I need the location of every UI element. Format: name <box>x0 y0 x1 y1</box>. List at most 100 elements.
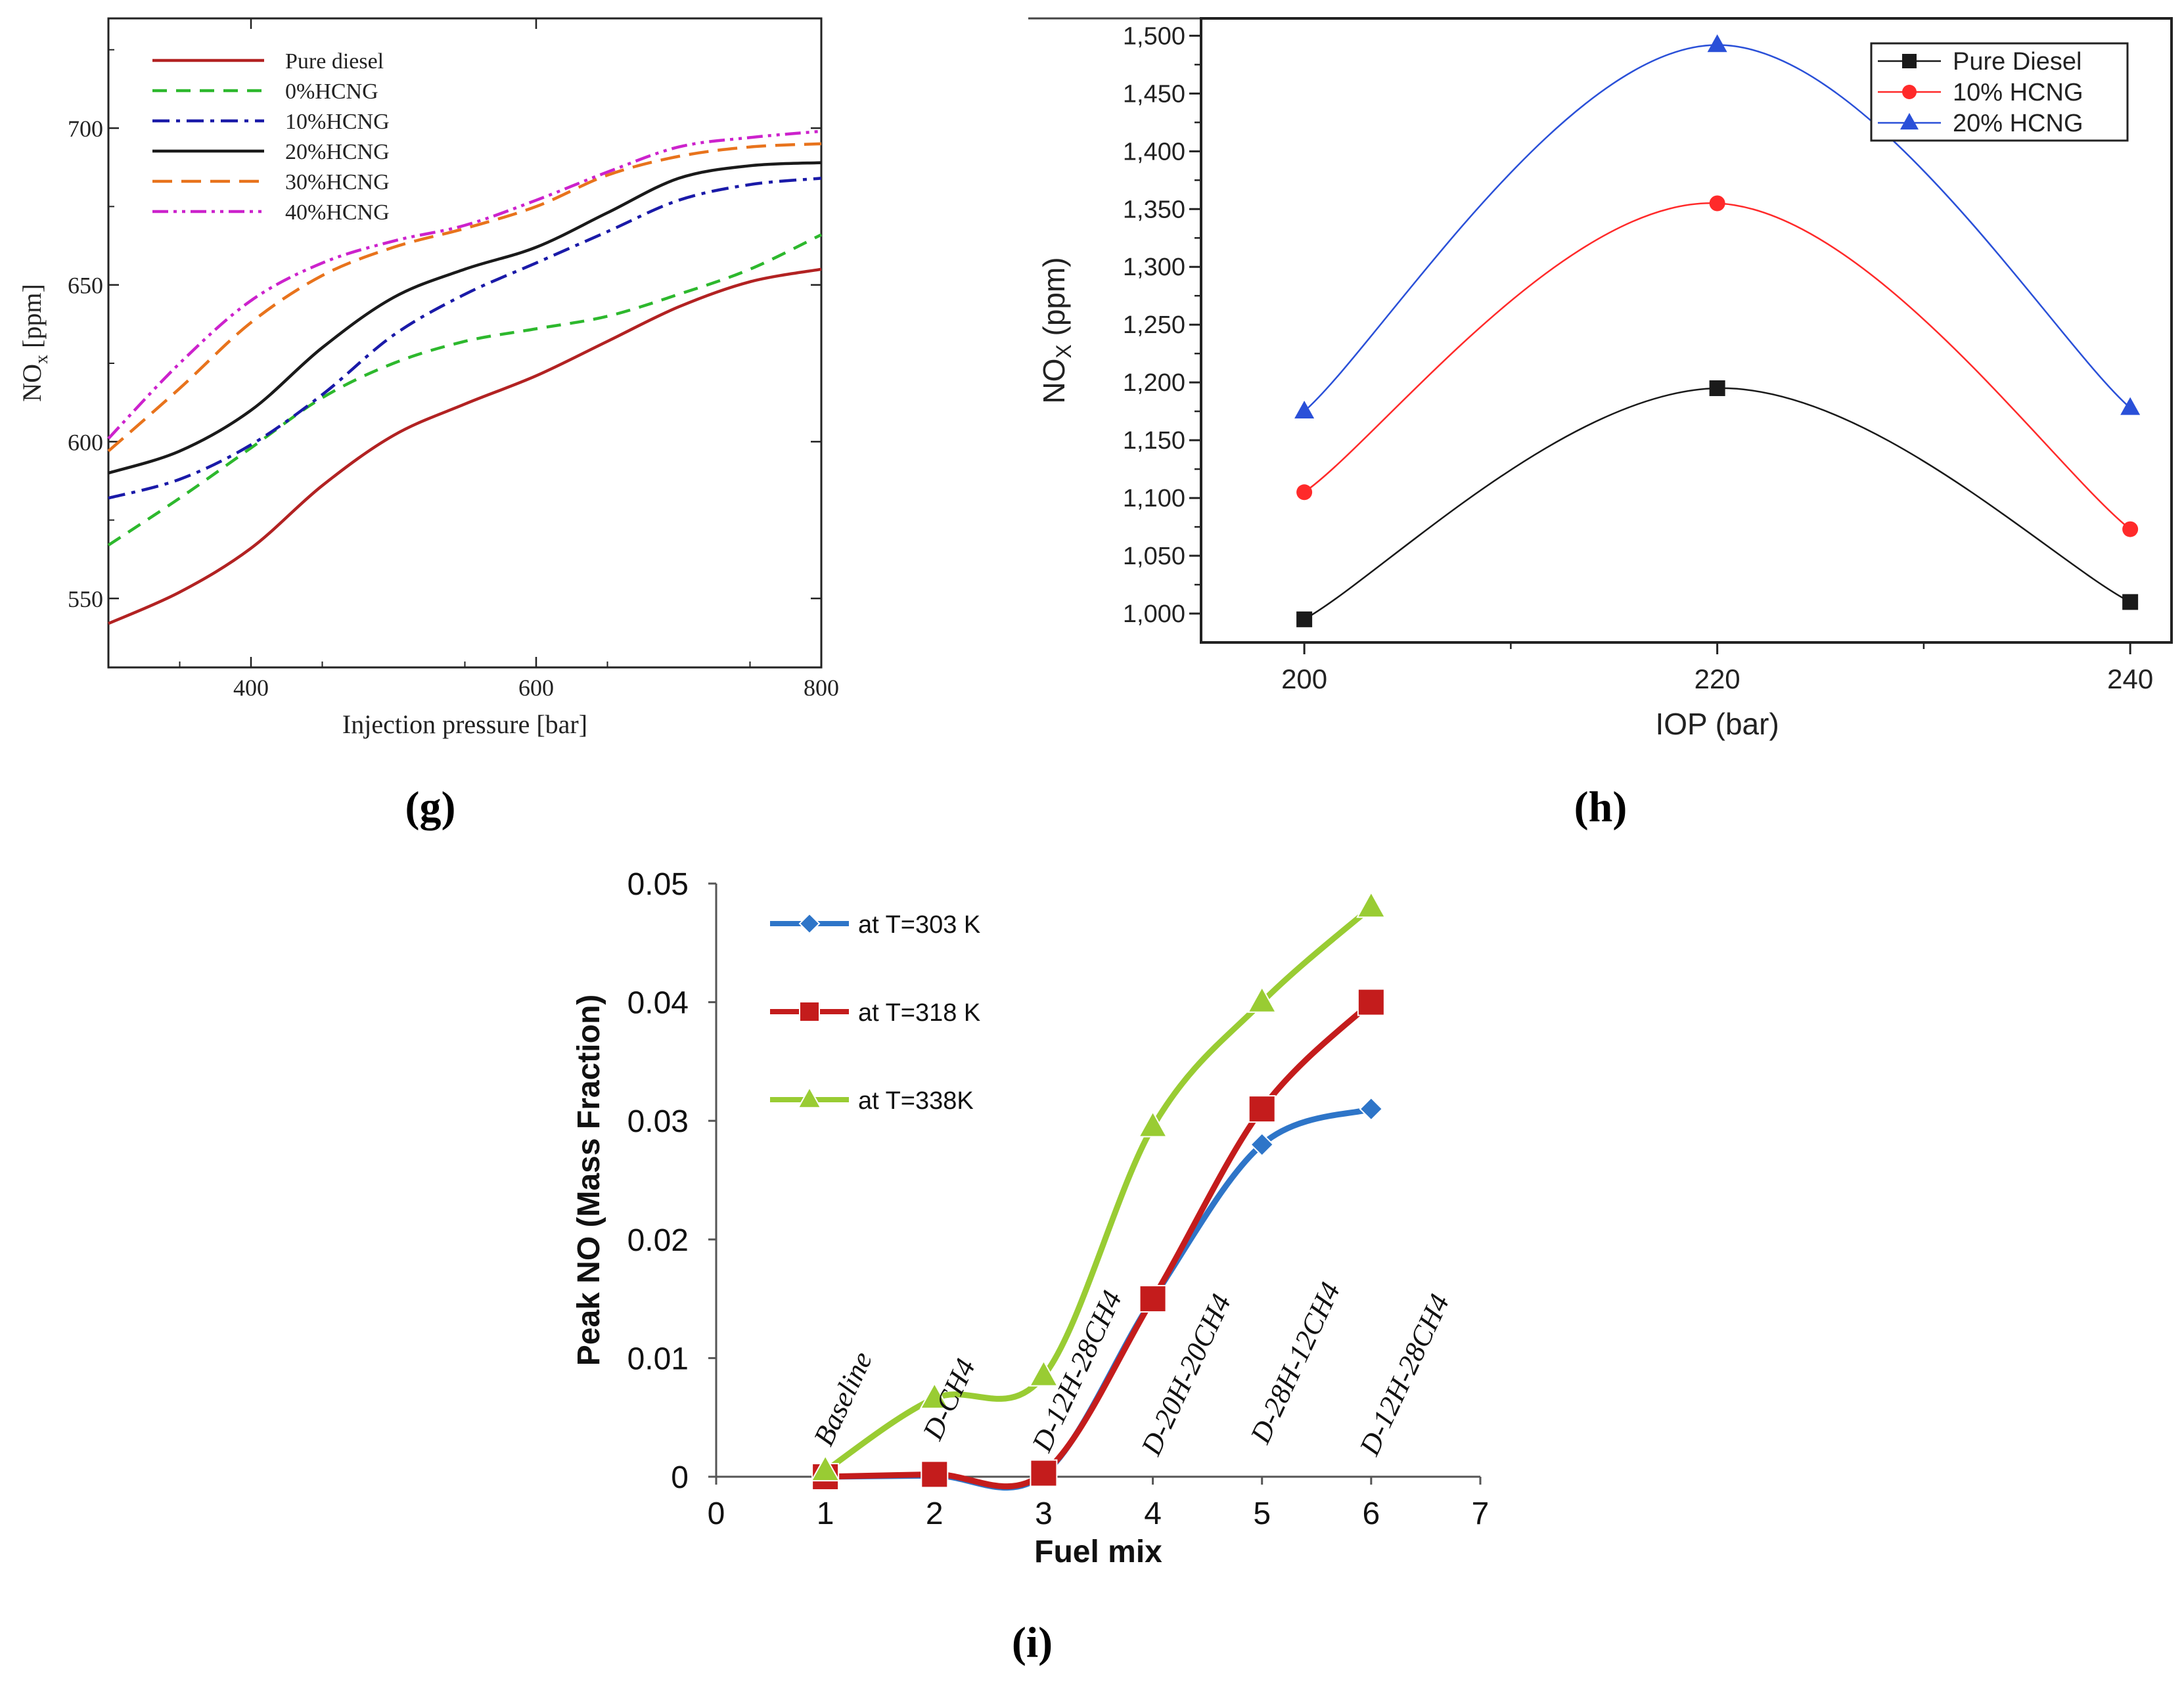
h-y-axis-label: NOX (ppm) <box>1037 257 1076 403</box>
i-legend-marker <box>797 1086 822 1109</box>
h-plot-frame <box>1200 17 2173 644</box>
i-x-tick-label: 5 <box>1253 1496 1271 1531</box>
i-data-point <box>1356 891 1386 918</box>
i-y-tick-label: 0.02 <box>627 1223 689 1258</box>
g-y-axis-label-main: NO <box>17 364 47 402</box>
h-legend-marker <box>1900 112 1919 130</box>
i-data-point <box>1139 1285 1167 1313</box>
g-legend-label: 30%HCNG <box>285 170 390 194</box>
g-y-tick-label: 550 <box>68 586 103 612</box>
h-data-point <box>2122 521 2139 537</box>
h-data-point <box>1709 195 1725 212</box>
g-x-axis-label: Injection pressure [bar] <box>342 709 587 739</box>
panel-label-g: (g) <box>405 783 456 831</box>
h-y-tick-label: 1,100 <box>1123 485 1185 512</box>
g-legend-label: 10%HCNG <box>285 110 390 134</box>
i-data-point <box>1248 1095 1276 1123</box>
g-y-tick-label: 700 <box>68 116 103 142</box>
g-y-axis-label-sub: x <box>32 355 52 364</box>
h-data-point <box>2122 594 2139 610</box>
g-legend-label: Pure diesel <box>285 49 384 74</box>
g-y-axis-label: NOx [ppm] <box>17 284 52 402</box>
i-data-point <box>921 1460 949 1489</box>
h-x-tick-label: 240 <box>2107 663 2153 694</box>
i-x-axis-label: Fuel mix <box>1034 1535 1162 1569</box>
i-x-tick-label: 2 <box>926 1496 944 1531</box>
h-y-tick-label: 1,500 <box>1123 22 1185 50</box>
i-y-tick-label: 0 <box>671 1460 689 1495</box>
h-legend-label: 20% HCNG <box>1953 110 2083 137</box>
h-legend-marker <box>1902 54 1917 68</box>
g-y-tick-label: 650 <box>68 273 103 299</box>
h-data-point <box>1296 484 1313 501</box>
i-data-point <box>1030 1459 1058 1487</box>
h-y-tick-label: 1,000 <box>1123 600 1185 628</box>
i-legend-label: at T=338K <box>858 1087 974 1115</box>
h-data-point <box>1296 611 1313 627</box>
i-data-point <box>1357 988 1385 1016</box>
h-x-tick-label: 220 <box>1695 663 1740 694</box>
i-x-tick-label: 6 <box>1363 1496 1380 1531</box>
g-x-tick-label: 600 <box>518 675 554 701</box>
h-data-point <box>2120 397 2141 415</box>
h-y-tick-label: 1,150 <box>1123 427 1185 455</box>
h-y-tick-label: 1,400 <box>1123 138 1185 166</box>
i-y-tick-label: 0.01 <box>627 1341 689 1376</box>
panel-label-h: (h) <box>1574 783 1627 831</box>
i-x-tick-label: 7 <box>1472 1496 1490 1531</box>
h-y-tick-label: 1,300 <box>1123 254 1185 281</box>
g-x-tick-label: 800 <box>804 675 839 701</box>
h-y-axis-label-unit: (ppm) <box>1037 257 1071 344</box>
h-y-tick-label: 1,050 <box>1123 543 1185 570</box>
h-data-point <box>1709 380 1725 396</box>
i-data-point <box>1137 1110 1168 1138</box>
g-y-axis-label-unit: [ppm] <box>17 284 47 355</box>
h-legend-label: Pure Diesel <box>1953 48 2082 76</box>
i-y-tick-label: 0.03 <box>627 1104 689 1139</box>
g-legend-label: 40%HCNG <box>285 200 390 225</box>
i-data-point <box>810 1454 840 1482</box>
g-series-line <box>107 142 822 453</box>
h-data-point <box>1707 34 1727 53</box>
g-legend-label: 20%HCNG <box>285 140 390 164</box>
h-x-axis-label: IOP (bar) <box>1655 707 1779 741</box>
g-series-line <box>108 267 822 625</box>
i-y-tick-label: 0.04 <box>627 986 689 1021</box>
i-data-point <box>1359 1096 1384 1121</box>
i-x-tick-label: 3 <box>1035 1496 1053 1531</box>
i-y-axis-label: Peak NO (Mass Fraction) <box>572 995 606 1366</box>
chart-h: 1,000 1,050 1,100 1,150 1,200 1,250 1,300 1,350… <box>1028 17 2173 741</box>
i-legend-label: at T=303 K <box>858 911 980 939</box>
h-y-axis-label-main: NO <box>1037 359 1071 404</box>
i-legend-marker <box>799 1001 820 1022</box>
i-x-tick-label: 1 <box>817 1496 834 1531</box>
g-x-tick-label: 400 <box>233 675 269 701</box>
i-data-point <box>919 1382 949 1409</box>
i-data-point <box>1028 1359 1059 1387</box>
i-x-tick-label: 4 <box>1144 1496 1162 1531</box>
h-y-tick-label: 1,450 <box>1123 80 1185 108</box>
h-y-tick-label: 1,200 <box>1123 369 1185 397</box>
h-data-point <box>1294 400 1315 418</box>
g-legend-label: 0%HCNG <box>285 79 378 104</box>
h-x-tick-label: 200 <box>1281 663 1327 694</box>
g-series-line <box>108 161 822 475</box>
h-y-tick-label: 1,350 <box>1123 196 1185 223</box>
i-legend-label: at T=318 K <box>858 999 980 1027</box>
panel-label-i: (i) <box>1012 1619 1053 1667</box>
i-data-point <box>1247 985 1277 1013</box>
g-y-tick-label: 600 <box>68 429 103 455</box>
chart-g: 550 600 650 700 400 600 800 Injection pressure … <box>17 17 839 739</box>
h-y-tick-label: 1,250 <box>1123 311 1185 339</box>
h-y-axis-label-sub: X <box>1052 344 1076 358</box>
h-legend-label: 10% HCNG <box>1953 79 2083 106</box>
i-data-point <box>1250 1132 1275 1157</box>
g-series-line <box>107 233 822 547</box>
g-series-line <box>107 129 822 440</box>
i-x-tick-label: 0 <box>708 1496 725 1531</box>
g-series-line <box>108 177 822 500</box>
i-y-tick-label: 0.05 <box>627 867 689 902</box>
i-legend-marker <box>798 912 821 935</box>
